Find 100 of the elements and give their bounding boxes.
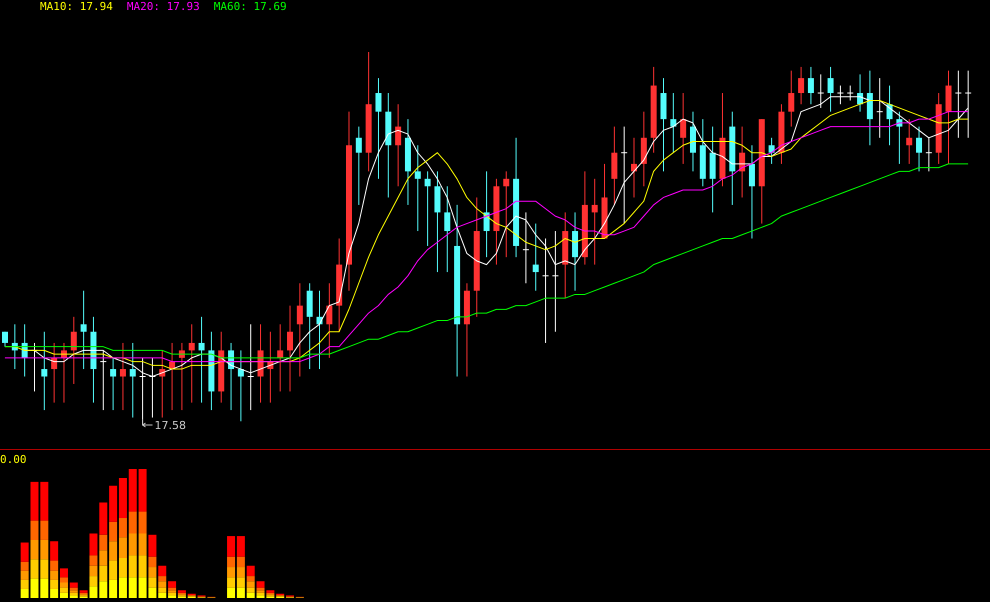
candlestick (522, 212, 530, 284)
bar (236, 536, 245, 557)
text: MA60: 17.69 (214, 0, 287, 13)
bar (60, 577, 68, 583)
bar (148, 588, 156, 598)
bar (246, 588, 255, 593)
bar (60, 588, 68, 593)
bar (118, 558, 127, 578)
candlestick (552, 230, 559, 332)
bar (89, 566, 98, 576)
candlestick (680, 92, 686, 164)
bar (70, 588, 78, 590)
candlestick (532, 223, 539, 292)
bar (60, 592, 68, 598)
bar (227, 577, 236, 588)
candlestick (356, 126, 362, 206)
bar (30, 520, 38, 540)
bar (246, 576, 255, 582)
bar (30, 578, 38, 598)
candlestick (906, 118, 912, 164)
text: MA20: 17.93 (126, 0, 200, 13)
bar (227, 567, 236, 578)
bar (256, 592, 265, 596)
bar (20, 570, 29, 580)
bar (256, 590, 265, 593)
annotation: 17.58 (154, 419, 186, 432)
candlestick (395, 104, 402, 187)
candlestick (110, 357, 116, 411)
bar (40, 540, 48, 560)
bar (168, 581, 176, 588)
bar (118, 537, 127, 558)
bar (60, 582, 68, 588)
bar (246, 581, 255, 588)
bar (40, 559, 48, 579)
bar (168, 588, 176, 590)
candlestick (238, 350, 244, 422)
candlestick (925, 137, 932, 172)
candlestick (277, 324, 284, 392)
candlestick (70, 316, 77, 384)
candlestick (592, 178, 598, 266)
bar (118, 518, 127, 538)
bar (118, 577, 127, 598)
bar (20, 588, 29, 598)
bar (168, 590, 176, 593)
bar (148, 567, 156, 578)
candlestick (503, 170, 510, 258)
bar (20, 542, 29, 562)
bar (89, 586, 98, 598)
bar (148, 534, 156, 557)
bar (70, 582, 78, 588)
text: MA10: 17.94 (40, 0, 113, 13)
bar (89, 534, 98, 556)
bar (20, 562, 29, 571)
candlestick (542, 238, 550, 344)
candlestick (788, 70, 794, 128)
candlestick (296, 282, 303, 378)
bar (227, 536, 236, 557)
bar (40, 520, 48, 540)
bar (158, 566, 166, 576)
bar (50, 580, 58, 589)
bar (70, 592, 78, 596)
candlestick (414, 144, 421, 232)
candlestick (188, 324, 195, 404)
bar (158, 576, 166, 582)
bar (256, 595, 265, 598)
bar (70, 590, 78, 593)
candlestick (808, 66, 814, 105)
bar (50, 570, 58, 580)
bar (256, 588, 265, 590)
bar (30, 559, 38, 579)
bar (148, 556, 156, 568)
candlestick (2, 331, 8, 348)
bar (227, 588, 236, 598)
bar (227, 556, 236, 568)
candlestick (287, 305, 294, 392)
candlestick (828, 66, 834, 112)
candlestick (444, 186, 450, 273)
bar (20, 580, 29, 589)
candlestick (424, 170, 431, 246)
candlestick (631, 137, 638, 198)
bar (148, 577, 156, 588)
bar (30, 540, 38, 560)
bar (50, 560, 58, 571)
candlestick (326, 282, 332, 358)
bar (30, 482, 38, 521)
bar (168, 592, 176, 596)
bar (80, 590, 88, 593)
bar (158, 581, 166, 588)
candlestick (748, 144, 755, 239)
bar (236, 577, 245, 588)
candlestick (798, 66, 804, 105)
candlestick (916, 126, 922, 172)
bar (246, 566, 255, 576)
candlestick (670, 92, 676, 154)
bar (50, 541, 58, 561)
candlestick (80, 290, 87, 370)
bar (89, 555, 98, 566)
text: 0.00 (0, 453, 26, 466)
candlestick (739, 126, 746, 198)
bar (158, 588, 166, 593)
